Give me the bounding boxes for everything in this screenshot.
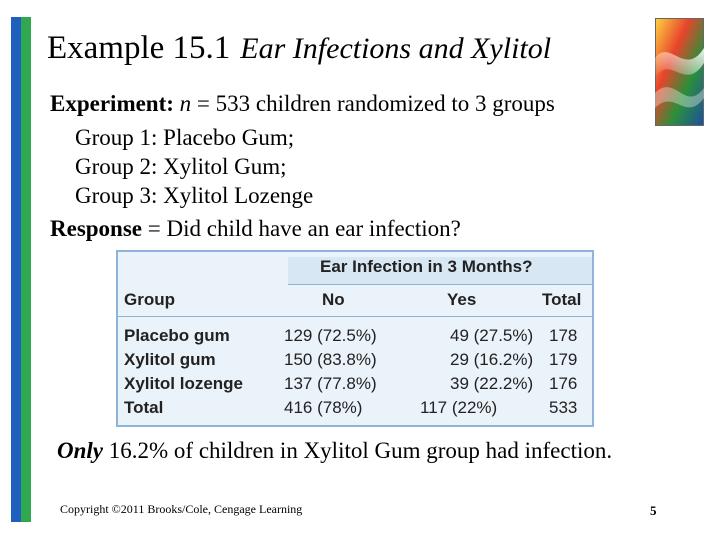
experiment-line: Experiment: n = 533 children randomized … [50, 91, 555, 117]
row-group-label: Xylitol lozenge [124, 374, 244, 393]
page-number: 5 [650, 503, 657, 518]
row-yes-value: 39 (22.2%) [450, 374, 534, 393]
conclusion-emphasis: Only [57, 438, 103, 463]
copyright-footer: Copyright ©2011 Brooks/Cole, Cengage Lea… [60, 502, 303, 516]
row-group-label: Xylitol gum [124, 350, 216, 369]
group-3-line: Group 3: Xylitol Lozenge [75, 183, 314, 208]
response-text: = Did child have an ear infection? [142, 216, 461, 241]
column-header-no: No [322, 290, 345, 309]
row-no-value: 137 (77.8%) [284, 374, 377, 393]
row-no-value: 150 (83.8%) [284, 350, 377, 369]
row-group-label: Total [124, 398, 164, 417]
row-total-value: 533 [549, 398, 578, 417]
decorative-swirl-logo [655, 18, 704, 126]
header-rule [118, 316, 592, 317]
column-header-group: Group [124, 290, 175, 309]
title-subtitle: Ear Infections and Xylitol [240, 32, 552, 65]
conclusion-line: Only 16.2% of children in Xylitol Gum gr… [57, 438, 612, 464]
n-variable: n [179, 91, 192, 116]
response-line: Response = Did child have an ear infecti… [50, 216, 461, 242]
response-label: Response [50, 216, 143, 241]
row-yes-value: 49 (27.5%) [450, 326, 534, 345]
row-total-value: 179 [549, 350, 578, 369]
accent-bar-blue [11, 17, 21, 522]
group-2-line: Group 2: Xylitol Gum; [75, 154, 287, 179]
column-header-yes: Yes [447, 290, 477, 309]
experiment-label: Experiment: [50, 91, 174, 116]
span-header: Ear Infection in 3 Months? [320, 257, 533, 276]
row-yes-value: 117 (22%) [420, 398, 498, 417]
column-header-total: Total [542, 290, 582, 309]
conclusion-text: 16.2% of children in Xylitol Gum group h… [103, 438, 613, 463]
title-main: Example 15.1 [47, 30, 231, 66]
row-yes-value: 29 (16.2%) [450, 350, 534, 369]
group-1-line: Group 1: Placebo Gum; [75, 125, 295, 150]
row-no-value: 416 (78%) [284, 398, 363, 417]
slide-title: Example 15.1 Ear Infections and Xylitol [47, 30, 551, 67]
row-group-label: Placebo gum [124, 326, 230, 345]
experiment-text: = 533 children randomized to 3 groups [191, 91, 555, 116]
row-total-value: 178 [549, 326, 578, 345]
row-no-value: 129 (72.5%) [284, 326, 377, 345]
span-header-background [288, 257, 592, 285]
row-total-value: 176 [549, 374, 578, 393]
span-header-rule [288, 284, 592, 285]
accent-bar-green [21, 17, 31, 522]
ear-infection-table: Ear Infection in 3 Months? Group No Yes … [116, 250, 594, 427]
